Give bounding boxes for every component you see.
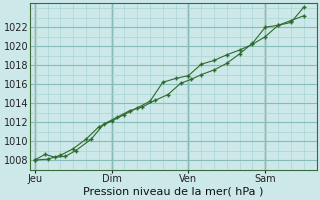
X-axis label: Pression niveau de la mer( hPa ): Pression niveau de la mer( hPa ) xyxy=(83,187,263,197)
